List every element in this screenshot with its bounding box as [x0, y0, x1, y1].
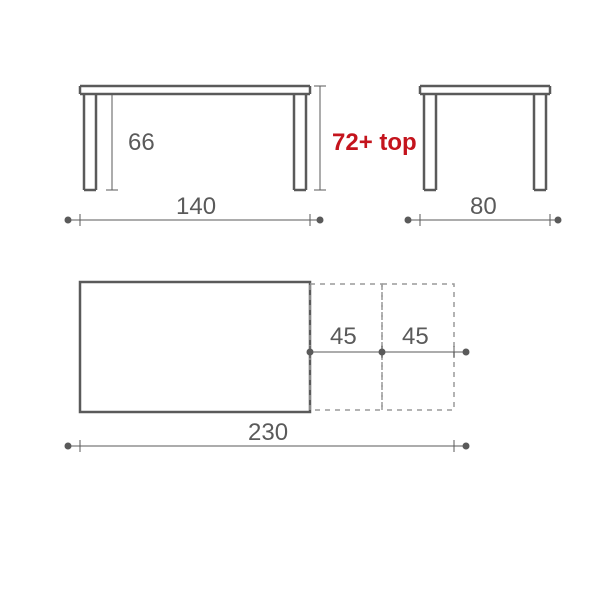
top-view — [80, 282, 454, 412]
front-view — [80, 86, 310, 190]
dim-height-clear: 66 — [106, 94, 155, 190]
dim-label: 80 — [470, 193, 497, 220]
dim-ext2: 45 — [379, 323, 470, 358]
side-view — [420, 86, 550, 190]
dim-label: 66 — [128, 129, 155, 156]
dim-width-side: 80 — [405, 193, 562, 226]
dim-ext1: 45 — [307, 323, 383, 358]
dim-label: 45 — [402, 323, 429, 350]
dim-label: 45 — [330, 323, 357, 350]
dim-label: 140 — [176, 193, 216, 220]
dim-height-total: 72+ top — [314, 86, 417, 190]
dim-width-total: 230 — [65, 419, 470, 452]
dim-label: 230 — [248, 419, 288, 446]
dim-width-front: 140 — [65, 193, 324, 226]
dim-label-accent: 72+ top — [332, 129, 417, 156]
diagram-canvas: 66 72+ top 140 80 — [0, 0, 600, 600]
